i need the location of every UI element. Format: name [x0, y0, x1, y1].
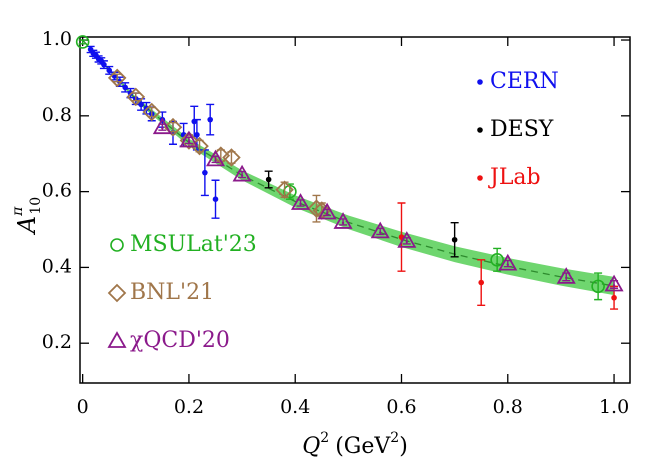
- point-center: [405, 240, 409, 244]
- x-label-part: Q: [302, 434, 320, 459]
- point: [290, 193, 311, 210]
- point: [498, 253, 518, 271]
- x-tick-label: 0.8: [493, 396, 523, 418]
- plot-frame: [79, 36, 631, 384]
- point-center: [325, 212, 329, 215]
- point: [490, 253, 504, 267]
- point-center: [506, 263, 509, 266]
- y-tick-label: 1.0: [42, 28, 72, 50]
- point: [611, 294, 617, 301]
- point: [152, 117, 172, 135]
- legend-symbol: [107, 331, 127, 348]
- point: [265, 176, 272, 183]
- legend-label: CERN: [490, 69, 559, 94]
- error-bar: [113, 73, 122, 83]
- y-tick-label: 0.6: [42, 180, 72, 202]
- legend-symbol: [477, 175, 483, 181]
- point-center: [214, 159, 217, 162]
- point-center: [612, 284, 616, 287]
- x-tick-label: 0.4: [280, 396, 310, 418]
- legend-label: BNL'21: [130, 280, 214, 305]
- x-tick-label: 0.6: [386, 396, 416, 418]
- point: [75, 35, 90, 49]
- point: [179, 130, 199, 148]
- point-center: [379, 231, 382, 234]
- point: [122, 84, 128, 91]
- x-label-part: 2: [320, 430, 329, 446]
- error-bar: [78, 39, 87, 45]
- legend-symbol: [110, 238, 124, 252]
- point: [478, 279, 485, 286]
- fit-band: [82, 40, 615, 296]
- point-center: [341, 221, 345, 225]
- x-label-part: (GeV: [335, 434, 391, 459]
- x-label-part: 2: [390, 430, 399, 446]
- point: [163, 117, 183, 137]
- point: [333, 212, 353, 229]
- y-label: Aπ 10: [10, 197, 44, 235]
- point: [317, 202, 337, 220]
- point: [604, 274, 624, 292]
- point: [207, 116, 213, 123]
- point: [205, 149, 226, 167]
- point: [107, 68, 127, 88]
- legend-label: χQCD'20: [130, 328, 230, 353]
- legend-symbol: [477, 127, 483, 133]
- point: [275, 180, 294, 199]
- x-tick-label: 0.2: [174, 396, 204, 418]
- point: [451, 236, 458, 243]
- legend-label: MSULat'23: [130, 232, 257, 257]
- x-tick-label: 0: [77, 396, 89, 418]
- point: [142, 102, 162, 122]
- y-axis-label: Aπ 10: [10, 197, 44, 235]
- point: [212, 196, 219, 202]
- y-tick-label: 0.4: [42, 255, 72, 277]
- legend-label: DESY: [490, 117, 554, 142]
- legend-symbol: [477, 79, 483, 85]
- y-tick-label: 0.2: [42, 331, 72, 353]
- point: [397, 231, 417, 248]
- point: [179, 131, 199, 150]
- point-center: [565, 276, 568, 280]
- x-tick-label: 1.0: [599, 396, 629, 418]
- point: [556, 267, 576, 284]
- y-label-part: π: [10, 206, 26, 217]
- y-label-part: A: [13, 216, 41, 235]
- x-label-part: ): [399, 434, 408, 459]
- error-bar: [594, 272, 603, 301]
- point: [591, 279, 605, 294]
- point-center: [299, 202, 302, 206]
- point-center: [240, 174, 244, 177]
- point-center: [161, 126, 164, 130]
- point-center: [187, 140, 191, 143]
- x-axis-label: Q2 (GeV2): [302, 430, 408, 459]
- legend-symbol: [107, 283, 127, 303]
- error-bar: [493, 247, 502, 272]
- y-label-part: 10: [28, 197, 44, 215]
- point: [232, 164, 252, 182]
- point: [370, 221, 390, 239]
- point: [202, 169, 208, 176]
- y-tick-label: 0.8: [42, 104, 72, 126]
- error-bar: [131, 92, 140, 102]
- point: [194, 131, 200, 138]
- point: [222, 148, 241, 167]
- legend-label: JLab: [488, 165, 541, 190]
- point: [126, 87, 146, 107]
